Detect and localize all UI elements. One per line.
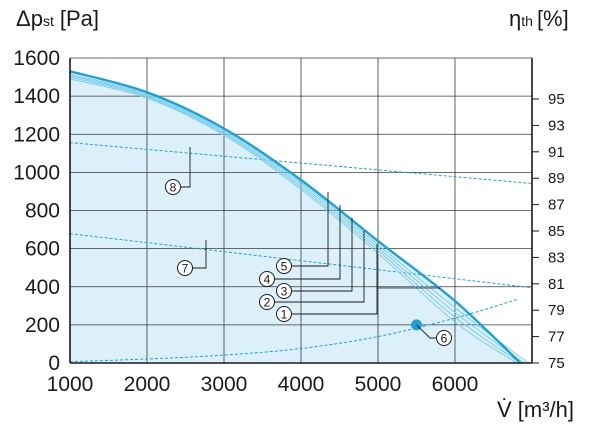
y-right-tick-label-2: 79 — [548, 302, 565, 319]
curve-fill — [70, 71, 521, 364]
callout-7-number: 7 — [182, 261, 189, 275]
y-right-tick-label-10: 95 — [548, 91, 565, 108]
y-tick-label-3: 600 — [25, 238, 60, 261]
x-tick-label-1: 2000 — [124, 373, 171, 396]
y-tick-label-5: 1000 — [13, 161, 60, 184]
svg-text:Δpst[Pa]: Δpst [Pa] — [16, 6, 99, 31]
x-tick-label-3: 4000 — [278, 373, 325, 396]
y-tick-label-8: 1600 — [13, 47, 60, 70]
callout-leader-5 — [292, 192, 329, 267]
x-tick-label-5: 6000 — [432, 373, 479, 396]
callout-1-number: 1 — [281, 307, 288, 321]
y-axis-title-right-sub: th — [521, 13, 533, 29]
y-axis-title-left-unit: [Pa] — [60, 6, 99, 31]
y-right-tick-label-6: 87 — [548, 197, 565, 214]
y-tick-label-6: 1200 — [13, 123, 60, 146]
callout-1-circle — [276, 306, 292, 322]
callout-3-circle — [276, 283, 292, 299]
callout-leader-4 — [275, 205, 341, 280]
y-axis-title-left-main: Δp — [16, 6, 43, 31]
efficiency-line-8 — [69, 142, 533, 184]
grid — [70, 58, 532, 363]
fan-curve-5 — [69, 70, 522, 364]
callout-6-number: 6 — [441, 331, 448, 345]
data-series — [69, 70, 533, 364]
x-axis-title-text: V̇ [m³/h] — [497, 397, 574, 422]
fan-curve-2 — [69, 76, 521, 364]
callout-leader-2 — [275, 231, 365, 303]
svg-text:ηth[%]: ηth [%] — [509, 6, 569, 31]
curve-fill-area — [70, 71, 521, 364]
callout-8-number: 8 — [170, 180, 177, 194]
y-right-tick-label-4: 83 — [548, 249, 565, 266]
callout-leader-1 — [292, 244, 378, 315]
callout-5-number: 5 — [281, 259, 288, 273]
callout-4-number: 4 — [264, 272, 271, 286]
y-right-tick-label-7: 89 — [548, 170, 565, 187]
callout-3-number: 3 — [281, 284, 288, 298]
y-tick-label-0: 0 — [48, 352, 60, 375]
callout-8-circle — [165, 179, 181, 195]
y-right-tick-label-3: 81 — [548, 276, 565, 293]
callout-2-circle — [259, 294, 275, 310]
tick-labels: 0 200 400 600 800 1000 1200 1400 1600 1000 2000 300… — [13, 47, 564, 396]
y-right-tick-label-1: 77 — [548, 329, 565, 346]
x-tick-label-2: 3000 — [201, 373, 248, 396]
x-axis-title: V̇ [m³/h] — [497, 397, 574, 422]
efficiency-line-6 — [69, 299, 517, 363]
callout-leader-6 — [416, 324, 436, 339]
y-axis-title-left-sub: st — [43, 13, 54, 29]
callout-5-circle — [276, 258, 292, 274]
callout-2-number: 2 — [264, 295, 271, 309]
x-tick-label-0: 1000 — [47, 373, 94, 396]
y-right-tick-label-8: 91 — [548, 144, 565, 161]
y-right-tick-label-0: 75 — [548, 355, 565, 372]
y-tick-label-2: 400 — [25, 276, 60, 299]
y-tick-label-7: 1400 — [13, 85, 60, 108]
y-right-tick-label-5: 85 — [548, 223, 565, 240]
callout-leader-7 — [193, 240, 207, 269]
fan-curve-3 — [69, 75, 525, 364]
callout-6-circle — [436, 330, 452, 346]
x-tick-label-4: 5000 — [355, 373, 402, 396]
y-tick-label-1: 200 — [25, 314, 60, 337]
y-right-tick-label-9: 93 — [548, 117, 565, 134]
efficiency-line-7 — [69, 233, 533, 289]
y-axis-title-left: Δpst [Pa] — [16, 6, 99, 31]
axes — [69, 57, 533, 364]
callout-leader-3 — [292, 218, 353, 292]
callout-4-circle — [259, 271, 275, 287]
y-axis-title-right-main: η — [509, 6, 521, 31]
y-axis-title-right-unit: [%] — [537, 6, 569, 31]
callout-7-circle — [177, 260, 193, 276]
y-axis-title-right: ηth [%] — [509, 6, 569, 31]
fan-curve-1 — [69, 78, 517, 364]
fan-curve-4 — [69, 73, 529, 364]
y-tick-label-4: 800 — [25, 200, 60, 223]
callout-leader-8 — [181, 147, 191, 188]
